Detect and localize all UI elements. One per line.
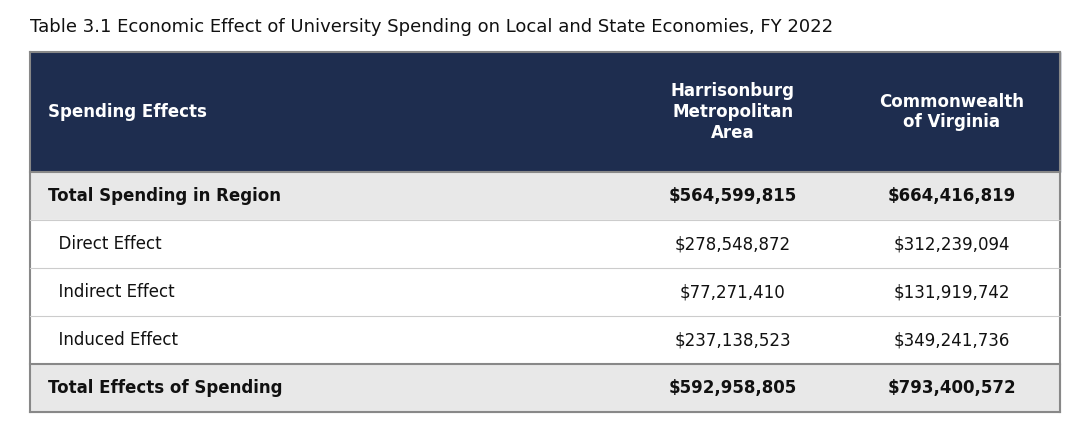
Text: Total Spending in Region: Total Spending in Region (48, 187, 281, 205)
Text: Table 3.1 Economic Effect of University Spending on Local and State Economies, F: Table 3.1 Economic Effect of University … (31, 18, 833, 36)
Text: $592,958,805: $592,958,805 (669, 379, 797, 397)
Bar (31, 172, 1059, 220)
Text: $131,919,742: $131,919,742 (894, 283, 1010, 301)
Bar (31, 52, 1059, 172)
Text: $312,239,094: $312,239,094 (894, 235, 1010, 253)
Text: Spending Effects: Spending Effects (48, 103, 207, 121)
Text: Total Effects of Spending: Total Effects of Spending (48, 379, 282, 397)
Text: $237,138,523: $237,138,523 (675, 331, 791, 349)
Text: $564,599,815: $564,599,815 (669, 187, 797, 205)
Text: Direct Effect: Direct Effect (48, 235, 161, 253)
Text: $664,416,819: $664,416,819 (887, 187, 1016, 205)
Bar (31, 316, 1059, 364)
Text: Commonwealth
of Virginia: Commonwealth of Virginia (880, 92, 1025, 131)
Bar (31, 364, 1059, 412)
Bar (31, 220, 1059, 268)
Text: $793,400,572: $793,400,572 (887, 379, 1016, 397)
Text: $77,271,410: $77,271,410 (680, 283, 786, 301)
Bar (31, 268, 1059, 316)
Text: $278,548,872: $278,548,872 (675, 235, 791, 253)
Text: $349,241,736: $349,241,736 (894, 331, 1010, 349)
Text: Indirect Effect: Indirect Effect (48, 283, 174, 301)
Text: Harrisonburg
Metropolitan
Area: Harrisonburg Metropolitan Area (671, 82, 795, 142)
Text: Induced Effect: Induced Effect (48, 331, 178, 349)
